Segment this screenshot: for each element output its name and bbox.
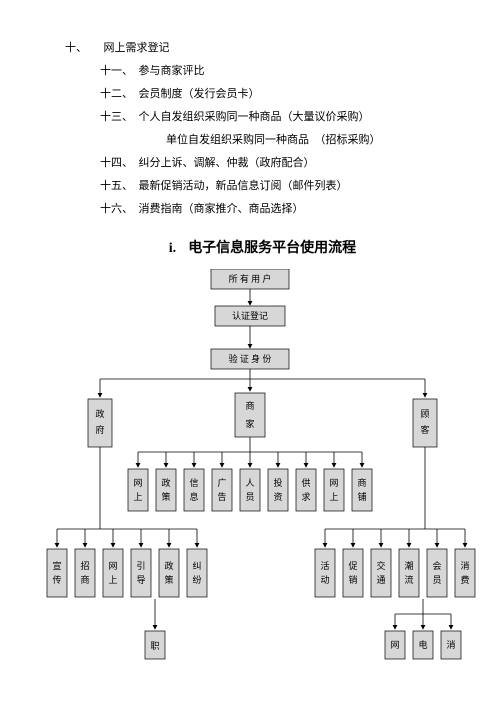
svg-text:告: 告 xyxy=(217,491,226,502)
svg-text:员: 员 xyxy=(245,492,254,502)
list-item: 十五、 最新促销活动，新品信息订阅（邮件列表） xyxy=(65,176,460,196)
svg-text:资: 资 xyxy=(273,492,282,502)
svg-text:家: 家 xyxy=(245,418,254,429)
svg-text:顾: 顾 xyxy=(420,409,429,419)
svg-text:流: 流 xyxy=(404,574,413,585)
svg-text:导: 导 xyxy=(136,575,145,585)
flowchart-heading: i. 电子信息服务平台使用流程 xyxy=(65,237,460,257)
svg-text:活: 活 xyxy=(320,560,329,571)
svg-text:认证登记: 认证登记 xyxy=(232,310,268,321)
svg-text:潮: 潮 xyxy=(404,560,413,571)
svg-text:商: 商 xyxy=(357,477,366,488)
list-item: 十、 网上需求登记 xyxy=(65,38,460,58)
svg-text:政: 政 xyxy=(164,560,173,571)
svg-text:传: 传 xyxy=(52,574,61,585)
svg-text:动: 动 xyxy=(320,575,329,585)
svg-text:网: 网 xyxy=(390,640,399,650)
svg-text:员: 员 xyxy=(432,575,441,585)
svg-text:会: 会 xyxy=(432,560,441,571)
svg-text:网: 网 xyxy=(133,478,142,488)
svg-text:府: 府 xyxy=(95,424,104,435)
svg-text:招: 招 xyxy=(80,560,89,571)
heading-prefix: i. xyxy=(169,241,176,256)
svg-text:网: 网 xyxy=(108,561,117,571)
svg-text:策: 策 xyxy=(164,574,173,585)
svg-text:上: 上 xyxy=(108,575,117,585)
svg-text:投: 投 xyxy=(273,477,282,488)
svg-text:求: 求 xyxy=(301,491,310,502)
svg-text:职: 职 xyxy=(150,641,159,651)
svg-text:宣: 宣 xyxy=(52,560,61,571)
svg-text:验 证 身 份: 验 证 身 份 xyxy=(229,353,272,364)
list-item: 单位自发组织采购同一种商品 （招标采购） xyxy=(65,130,460,150)
svg-text:策: 策 xyxy=(161,491,170,502)
list-item: 十三、 个人自发组织采购同一种商品（大量议价采购） xyxy=(65,107,460,127)
svg-text:所 有 用 户: 所 有 用 户 xyxy=(229,273,272,284)
svg-text:纷: 纷 xyxy=(192,574,201,585)
svg-text:纠: 纠 xyxy=(192,561,201,571)
list-item: 十四、 纠分上诉、调解、仲裁（政府配合） xyxy=(65,153,460,173)
svg-text:上: 上 xyxy=(329,492,338,502)
svg-text:引: 引 xyxy=(136,561,145,571)
flowchart: 所 有 用 户 认证登记 验 证 身 份 政 府 商 家 顾 客 网上政策信息广… xyxy=(45,269,460,699)
svg-text:信: 信 xyxy=(189,477,198,488)
svg-text:费: 费 xyxy=(460,574,469,585)
svg-text:铺: 铺 xyxy=(357,491,366,502)
svg-text:客: 客 xyxy=(420,424,429,435)
svg-text:销: 销 xyxy=(348,574,357,585)
list-item: 十六、 消费指南（商家推介、商品选择） xyxy=(65,199,460,219)
svg-text:供: 供 xyxy=(301,477,310,488)
heading-text: 电子信息服务平台使用流程 xyxy=(188,241,356,256)
list-item: 十二、 会员制度（发行会员卡） xyxy=(65,84,460,104)
svg-text:电: 电 xyxy=(418,639,427,650)
svg-text:政: 政 xyxy=(95,408,104,419)
numbered-list: 十、 网上需求登记 十一、 参与商家评比 十二、 会员制度（发行会员卡） 十三、… xyxy=(65,38,460,219)
svg-text:商: 商 xyxy=(80,574,89,585)
list-item: 十一、 参与商家评比 xyxy=(65,61,460,81)
svg-text:上: 上 xyxy=(133,492,142,502)
svg-text:网: 网 xyxy=(329,478,338,488)
svg-text:通: 通 xyxy=(376,575,385,585)
svg-text:消: 消 xyxy=(446,639,455,650)
svg-text:人: 人 xyxy=(245,478,254,488)
svg-text:促: 促 xyxy=(348,560,357,571)
svg-text:商: 商 xyxy=(245,400,254,411)
svg-text:交: 交 xyxy=(376,560,385,571)
flowchart-svg: 所 有 用 户 认证登记 验 证 身 份 政 府 商 家 顾 客 网上政策信息广… xyxy=(45,269,485,699)
svg-text:息: 息 xyxy=(189,491,198,502)
svg-text:消: 消 xyxy=(460,560,469,571)
svg-text:政: 政 xyxy=(161,477,170,488)
svg-text:广: 广 xyxy=(217,477,226,488)
